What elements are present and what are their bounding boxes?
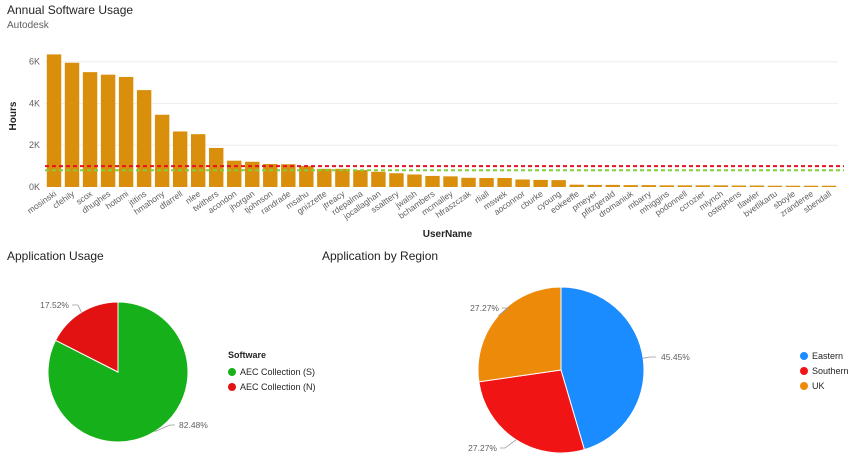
region-slice <box>478 369 586 454</box>
bar <box>533 179 548 187</box>
bar <box>803 185 819 187</box>
bar <box>209 147 224 187</box>
bar <box>821 185 837 187</box>
bar <box>569 184 584 187</box>
app-usage-title: Application Usage <box>7 249 104 263</box>
bar <box>479 178 494 187</box>
bar <box>64 62 80 187</box>
region-leader-line <box>498 307 510 316</box>
legend-item-southern[interactable]: Southern <box>800 363 849 378</box>
bar <box>515 179 530 187</box>
bar <box>118 76 134 187</box>
bar <box>677 185 693 187</box>
bar <box>46 54 62 187</box>
app-usage-leader-line <box>154 424 175 433</box>
bar <box>461 177 476 187</box>
y-tick-label: 2K <box>29 140 40 150</box>
bar <box>497 178 512 187</box>
region-leader-line <box>643 356 656 359</box>
y-tick-label: 6K <box>29 57 40 67</box>
bar <box>299 166 314 187</box>
bar <box>389 173 404 187</box>
bar <box>785 185 801 187</box>
software-legend-title: Software <box>228 350 267 360</box>
legend-dot-aec-s <box>228 367 236 376</box>
region-slice <box>477 286 562 383</box>
legend-item-eastern[interactable]: Eastern <box>800 348 849 363</box>
bar <box>407 174 422 187</box>
legend-dot-eastern <box>800 351 808 360</box>
bar <box>154 114 170 187</box>
legend-label-aec-n: AEC Collection (N) <box>240 381 316 392</box>
legend-label-eastern: Eastern <box>812 350 844 361</box>
bar <box>136 90 152 187</box>
bar <box>281 164 296 187</box>
region-legend: Eastern Southern UK <box>800 348 849 393</box>
bar <box>371 171 386 187</box>
x-axis-label: UserName <box>423 229 473 240</box>
region-data-label: 27.27% <box>468 443 497 453</box>
legend-dot-uk <box>800 381 808 390</box>
legend-item-aec-n[interactable]: AEC Collection (N) <box>228 379 316 394</box>
bar <box>263 164 278 187</box>
bar <box>713 185 729 187</box>
region-data-label: 45.45% <box>661 352 690 362</box>
bar <box>623 185 638 187</box>
app-usage-leader-line <box>72 304 82 313</box>
legend-item-uk[interactable]: UK <box>800 378 849 393</box>
bar <box>425 175 440 187</box>
bar <box>641 185 656 187</box>
legend-item-aec-s[interactable]: AEC Collection (S) <box>228 364 316 379</box>
legend-dot-aec-n <box>228 382 236 391</box>
bar-chart-subtitle: Autodesk <box>7 20 49 31</box>
region-title: Application by Region <box>322 249 439 263</box>
legend-label-aec-s: AEC Collection (S) <box>240 366 316 377</box>
bar <box>172 131 188 187</box>
bar <box>587 184 602 187</box>
bar <box>749 185 765 187</box>
bar <box>245 161 260 187</box>
x-tick-label: cfehily <box>51 188 77 210</box>
bar <box>605 184 620 187</box>
bar <box>227 160 242 187</box>
bar <box>190 134 206 187</box>
legend-label-uk: UK <box>812 380 825 391</box>
region-leader-line <box>500 439 517 449</box>
bar <box>443 176 458 187</box>
bar <box>695 185 711 187</box>
y-tick-label: 4K <box>29 98 40 108</box>
software-legend: Software AEC Collection (S) AEC Collecti… <box>228 350 316 394</box>
bar <box>767 185 783 187</box>
legend-dot-southern <box>800 366 808 375</box>
bar-chart-title: Annual Software Usage <box>7 3 134 17</box>
bar <box>335 168 350 187</box>
legend-label-southern: Southern <box>812 365 849 376</box>
bar <box>551 180 566 187</box>
y-axis-label: Hours <box>8 101 19 130</box>
bar <box>731 185 747 187</box>
region-data-label: 27.27% <box>470 303 499 313</box>
bar <box>659 185 674 187</box>
bar <box>353 170 368 187</box>
bar <box>100 74 116 187</box>
bar <box>317 168 332 187</box>
app-usage-data-label: 82.48% <box>179 420 208 430</box>
bar <box>82 72 98 187</box>
app-usage-data-label: 17.52% <box>40 300 69 310</box>
y-tick-label: 0K <box>29 182 40 192</box>
